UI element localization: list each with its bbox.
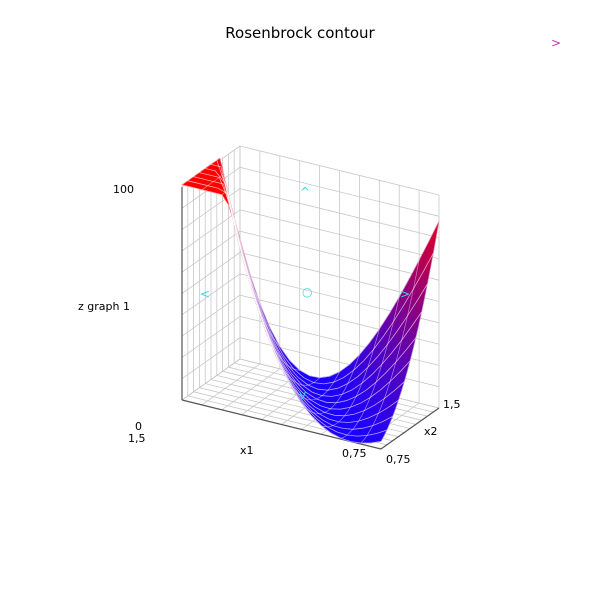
rotate-down-button[interactable]: v bbox=[299, 388, 307, 402]
x1-tick-start: 1,5 bbox=[128, 432, 146, 445]
mesh-line bbox=[241, 251, 300, 371]
x2-tick-start: 0,75 bbox=[386, 453, 411, 466]
grid-line bbox=[181, 188, 241, 230]
z-tick-max: 100 bbox=[113, 183, 134, 196]
z-tick-min: 0 bbox=[135, 420, 142, 433]
mesh-line bbox=[380, 220, 440, 442]
mesh-line bbox=[181, 157, 241, 239]
x2-axis bbox=[380, 407, 440, 450]
grid-line bbox=[181, 209, 241, 252]
grid-line bbox=[181, 252, 241, 294]
mesh-line bbox=[301, 354, 360, 414]
z-axis-label: z graph 1 bbox=[78, 300, 130, 313]
mesh-line bbox=[360, 259, 420, 444]
chart-title: Rosenbrock contour bbox=[225, 24, 375, 42]
surface-layer bbox=[181, 157, 440, 444]
grid-line bbox=[239, 230, 440, 281]
center-view-button[interactable]: ○ bbox=[302, 285, 313, 299]
mesh-line bbox=[321, 328, 380, 428]
corner-arrow-button[interactable]: > bbox=[551, 36, 562, 50]
rotate-right-button[interactable]: > bbox=[400, 287, 411, 301]
x1-axis-label: x1 bbox=[240, 444, 254, 457]
mesh-line bbox=[201, 174, 261, 304]
grid-line bbox=[239, 145, 440, 196]
rotate-left-button[interactable]: < bbox=[200, 287, 211, 301]
x2-tick-end: 1,5 bbox=[443, 398, 461, 411]
mesh-line bbox=[281, 367, 340, 401]
x1-tick-end: 0,75 bbox=[342, 447, 367, 460]
grid-line bbox=[181, 230, 241, 273]
mesh-line bbox=[341, 296, 400, 439]
grid-line bbox=[239, 188, 440, 238]
grid-line bbox=[239, 209, 440, 260]
rotate-up-button[interactable]: ^ bbox=[300, 185, 311, 199]
x2-axis-label: x2 bbox=[424, 425, 438, 438]
grid-line bbox=[239, 166, 440, 217]
mesh-line bbox=[261, 317, 320, 386]
